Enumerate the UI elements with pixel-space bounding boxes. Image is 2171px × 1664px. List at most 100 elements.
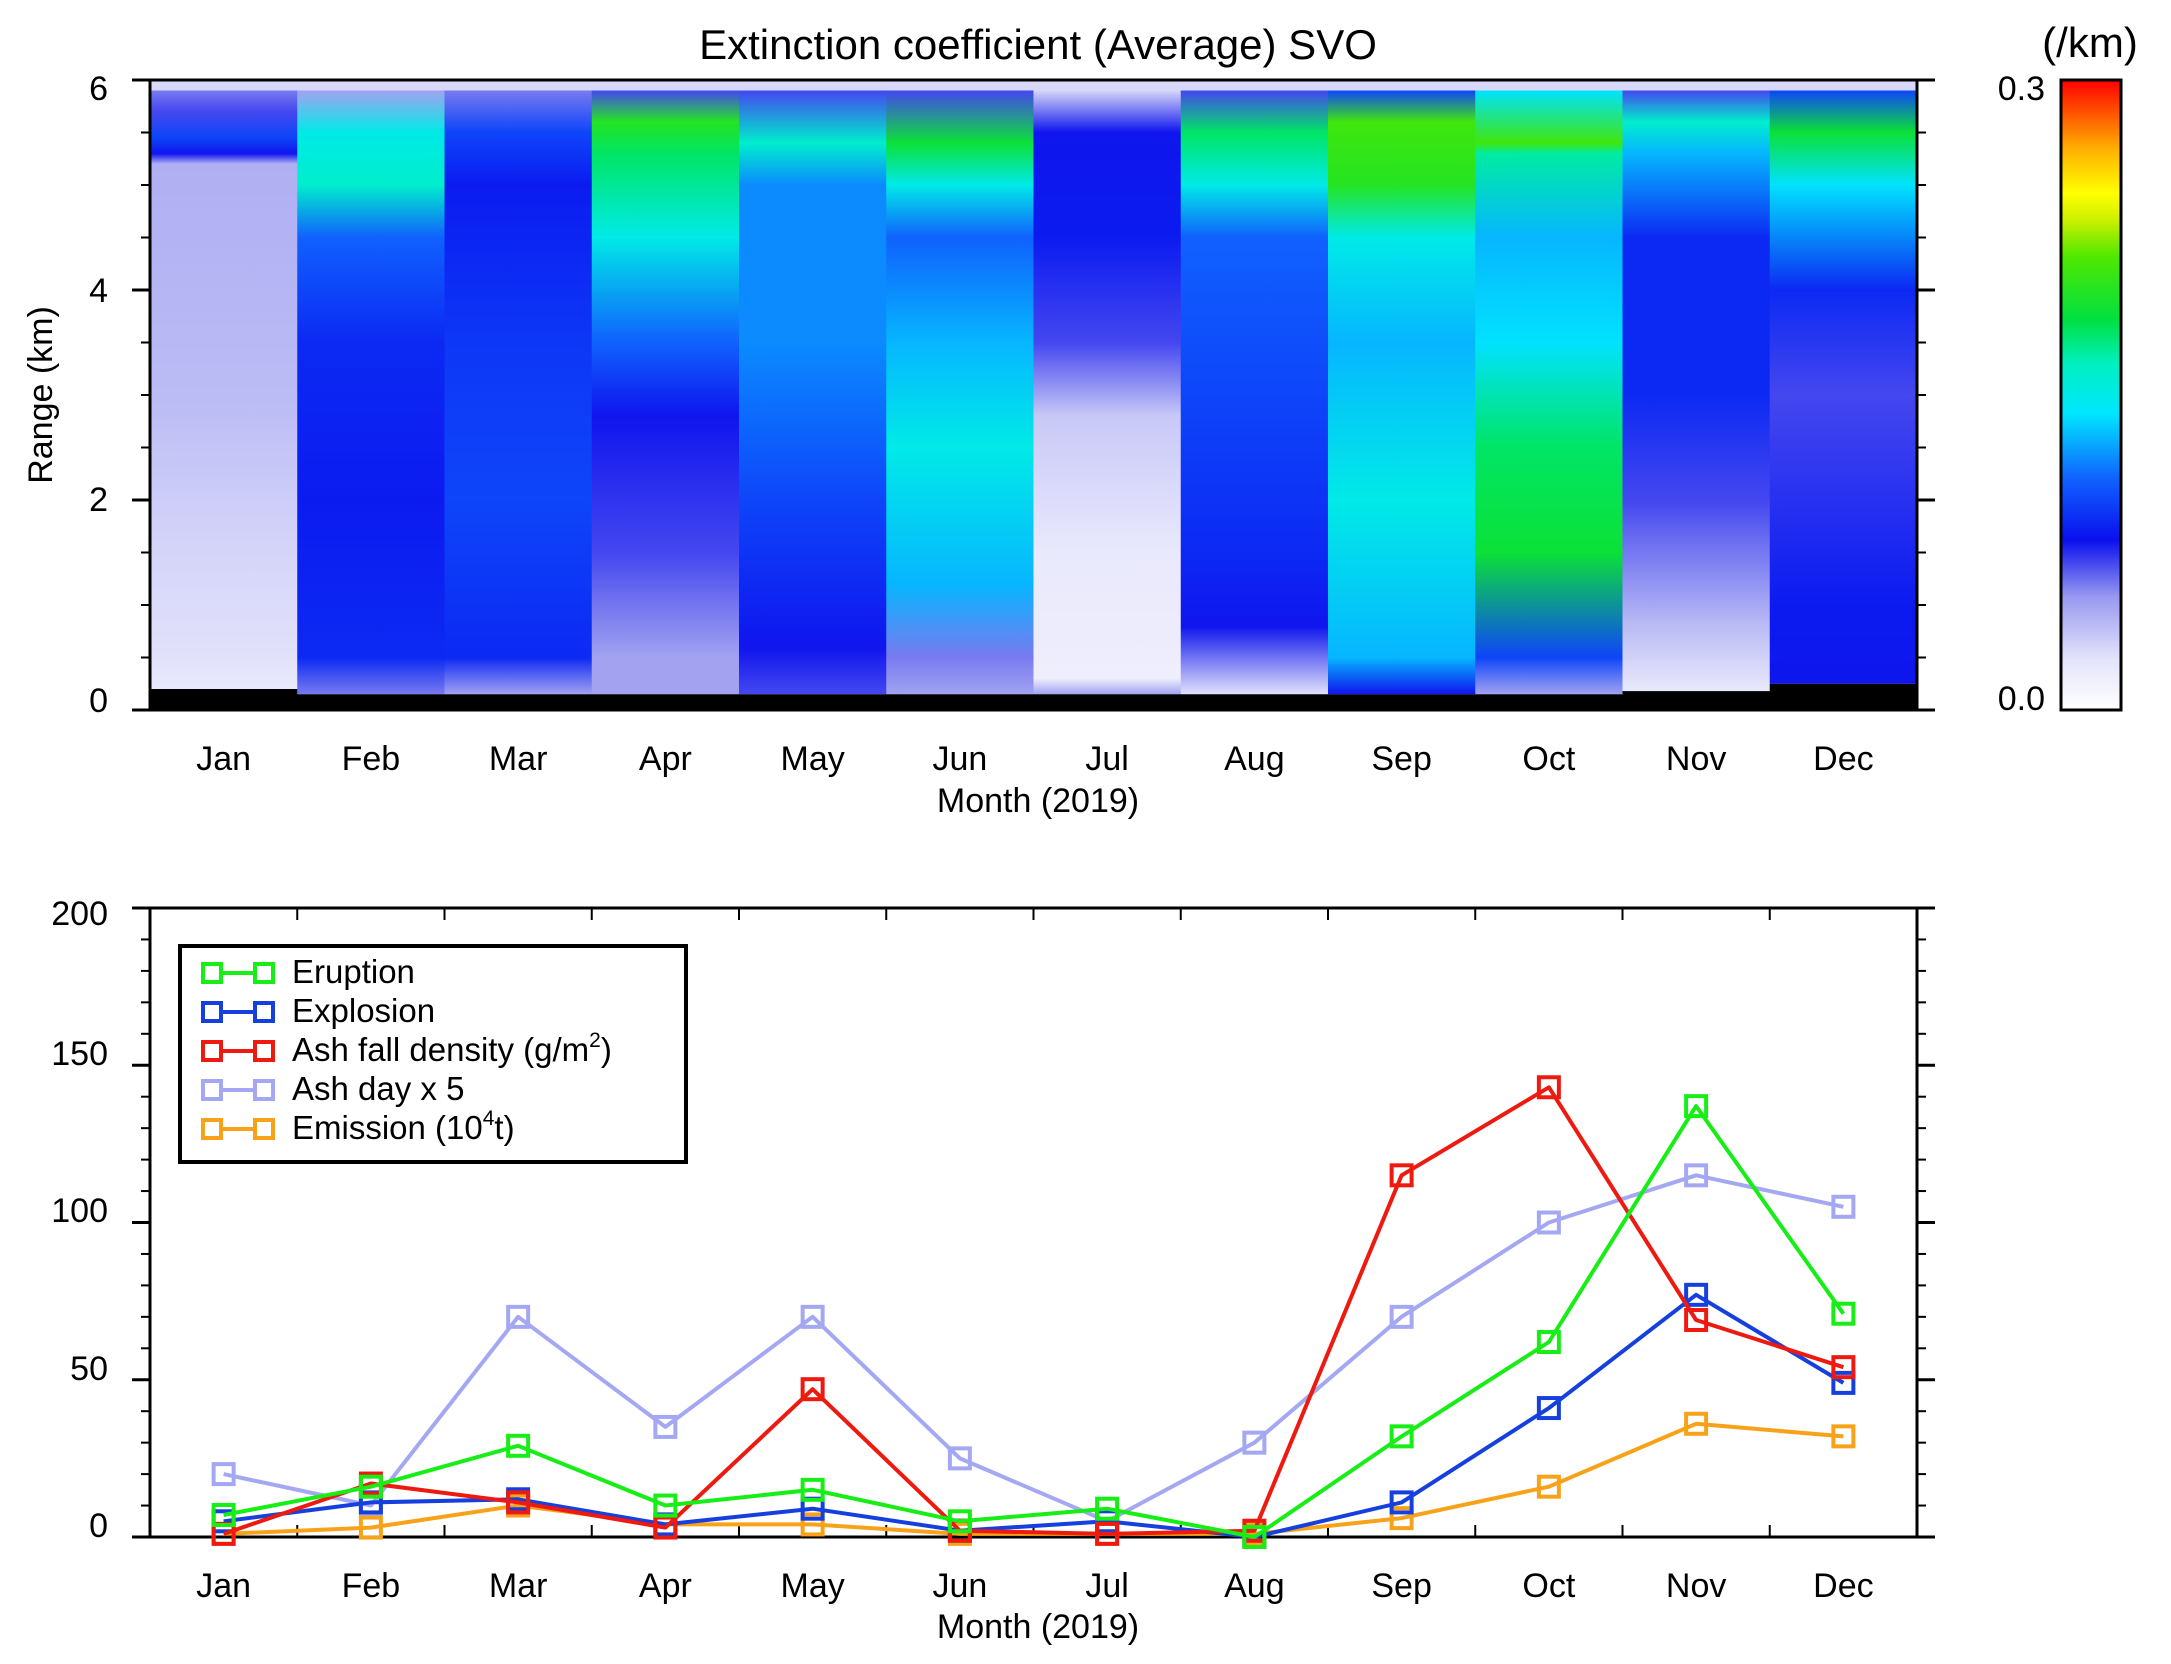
point-explosion-oct [1536, 1396, 1561, 1421]
colorbar-unit: (/km) [2042, 19, 2138, 66]
top-y-ticks [132, 78, 1935, 712]
point-ash_fall-nov [1684, 1307, 1709, 1332]
point-eruption-jul [1095, 1496, 1120, 1521]
top-month-label: May [781, 740, 845, 778]
point-emission-sep [1389, 1506, 1414, 1531]
top-y-tick-label: 0 [89, 682, 108, 720]
legend-label-ash-fall-close: ) [601, 1031, 612, 1068]
top-y-tick-label: 6 [89, 70, 108, 108]
point-emission-dec [1831, 1424, 1856, 1449]
bottom-month-label: Feb [342, 1567, 401, 1605]
legend-marker-emission [201, 1118, 223, 1140]
bottom-y-tick-labels: 0 50 100 150 200 [51, 895, 108, 1545]
point-emission-nov [1684, 1411, 1709, 1436]
ground-mask-aug [1180, 694, 1329, 710]
legend-label-explosion: Explosion [292, 992, 435, 1029]
series-line-ash_fall [222, 1085, 1845, 1536]
point-explosion-jul [1095, 1509, 1120, 1534]
point-eruption-jan [211, 1502, 236, 1527]
heatmap-column-aug [1180, 90, 1329, 695]
point-ash_day-may [800, 1304, 825, 1329]
heatmap-column-nov [1622, 90, 1771, 692]
point-ash_day-dec [1831, 1194, 1856, 1219]
heatmap-cap-apr [591, 80, 740, 91]
legend-label-emission-sup: 4 [483, 1107, 495, 1130]
bottom-y-tick-label: 100 [51, 1192, 108, 1230]
series-layer [211, 1075, 1856, 1549]
heatmap-cap-jan [150, 80, 298, 91]
legend-marker-ash_fall [201, 1040, 223, 1062]
heatmap-cap-jun [886, 80, 1034, 91]
ground-mask-mar [444, 694, 593, 710]
ground-mask-jan [150, 689, 298, 710]
point-eruption-oct [1536, 1330, 1561, 1355]
bottom-month-label: Apr [639, 1567, 692, 1605]
heatmap-cap-feb [297, 80, 445, 91]
point-emission-oct [1536, 1474, 1561, 1499]
point-ash_fall-sep [1389, 1163, 1414, 1188]
heatmap-cap-oct [1475, 80, 1623, 91]
point-explosion-sep [1389, 1490, 1414, 1515]
point-ash_day-jan [211, 1462, 236, 1487]
top-month-label: Jan [196, 740, 251, 778]
top-month-label: Jun [932, 740, 987, 778]
bottom-y-tick-label: 50 [70, 1350, 108, 1388]
point-explosion-nov [1684, 1282, 1709, 1307]
heatmap-column-dec [1769, 90, 1918, 684]
legend-label-emission: Emission (104t) [292, 1107, 515, 1146]
colorbar [2059, 78, 2123, 712]
legend-marker-eruption [201, 962, 223, 984]
series-line-ash_day [223, 1173, 1844, 1524]
top-month-label: Aug [1224, 740, 1285, 778]
point-explosion-dec [1831, 1370, 1856, 1395]
heatmap-columns [150, 80, 1918, 710]
top-month-label: Dec [1813, 740, 1873, 778]
top-month-label: Mar [489, 740, 548, 778]
heatmap-column-jul [1033, 90, 1182, 695]
bottom-month-label: Sep [1371, 1567, 1432, 1605]
ground-mask-apr [591, 694, 740, 710]
legend-label-ash-fall-sup: 2 [589, 1029, 601, 1052]
point-eruption-apr [653, 1493, 678, 1518]
ground-mask-feb [297, 694, 445, 710]
heatmap-cap-sep [1328, 80, 1476, 91]
point-eruption-mar [506, 1433, 531, 1458]
top-x-axis-label: Month (2019) [937, 782, 1139, 820]
ground-mask-jun [886, 694, 1034, 710]
point-ash_fall-jul [1095, 1521, 1120, 1546]
top-month-label: Sep [1371, 740, 1432, 778]
legend-marker-explosion [201, 1001, 223, 1023]
top-y-tick-label: 2 [89, 481, 108, 519]
ground-mask-oct [1475, 694, 1623, 710]
point-emission-may [800, 1512, 825, 1537]
bottom-y-tick-label: 150 [51, 1035, 108, 1073]
series-line-emission [223, 1421, 1844, 1536]
bottom-month-label: Mar [489, 1567, 548, 1605]
point-eruption-aug [1242, 1525, 1267, 1549]
bottom-month-label: Dec [1813, 1567, 1873, 1605]
legend: Eruption Explosion Ash fall density (g/m… [178, 944, 688, 1164]
heatmap-column-may [739, 90, 887, 695]
series-line-eruption [223, 1104, 1846, 1539]
series-line-explosion [223, 1292, 1845, 1539]
point-ash_fall-apr [653, 1515, 678, 1540]
point-ash_fall-may [800, 1377, 825, 1402]
legend-marker-eruption [253, 962, 275, 984]
bottom-x-axis-label: Month (2019) [937, 1608, 1139, 1646]
heatmap-column-mar [444, 90, 593, 695]
heatmap-cap-nov [1622, 80, 1771, 91]
heatmap-cap-may [739, 80, 887, 91]
point-eruption-dec [1831, 1301, 1856, 1326]
point-ash_fall-dec [1831, 1355, 1856, 1380]
ground-mask-nov [1622, 691, 1771, 710]
legend-label-ash-day: Ash day x 5 [292, 1070, 464, 1107]
heatmap-cap-dec [1769, 80, 1918, 91]
bottom-y-ticks [132, 906, 1935, 1539]
legend-keys [201, 962, 275, 1140]
ground-mask-sep [1328, 694, 1476, 710]
bottom-y-tick-label: 0 [89, 1507, 108, 1545]
ground-mask-dec [1769, 683, 1918, 710]
colorbar-max-label: 0.3 [1998, 70, 2045, 108]
top-month-label: Feb [342, 740, 401, 778]
